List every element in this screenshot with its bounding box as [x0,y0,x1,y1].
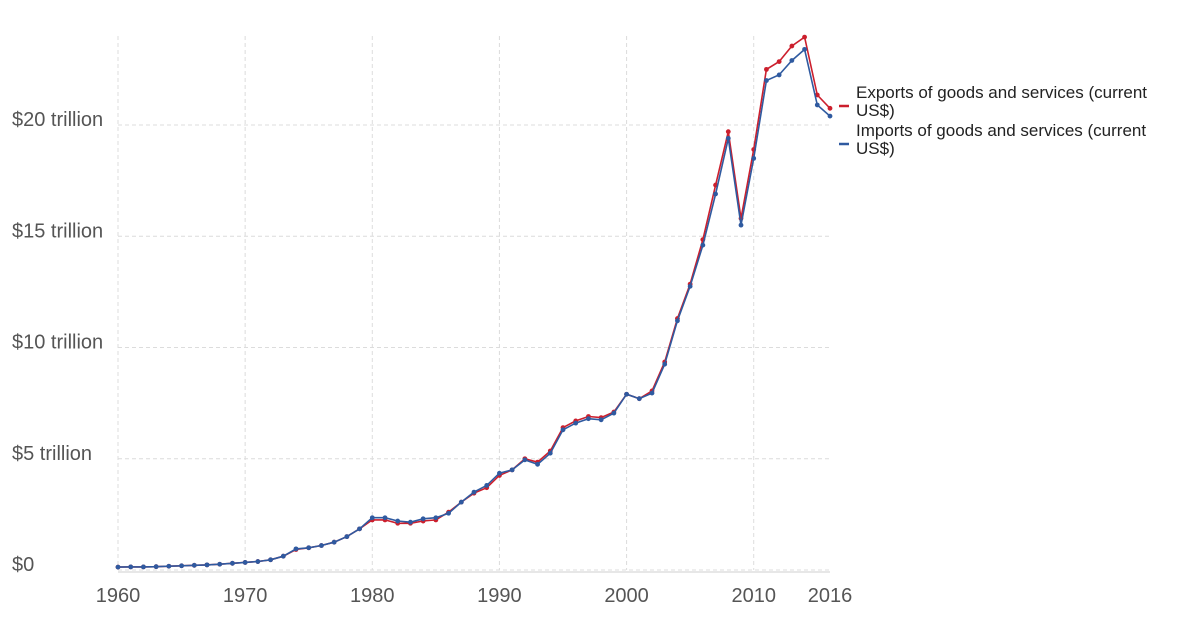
data-point [420,516,426,522]
data-point [649,390,655,396]
data-point [509,467,515,473]
data-point [280,553,286,559]
data-point [319,543,324,548]
data-point [268,557,273,563]
data-point [725,135,731,141]
x-tick-label: 1980 [350,585,395,607]
y-tick-label: $5 trillion [12,443,92,465]
data-point [522,457,528,463]
data-point [611,410,617,416]
data-point [255,559,261,564]
data-point [827,105,833,111]
x-tick-label: 2010 [731,585,776,607]
data-point [814,102,820,108]
series-line-1 [117,47,831,568]
data-point [776,72,782,78]
legend-label: Imports of goods and services (current US… [856,121,1146,158]
y-tick-label: $10 trillion [12,332,103,354]
data-point [764,78,769,83]
data-point [382,515,388,521]
x-tick-label: 2000 [604,585,649,607]
x-tick-label: 1960 [96,585,141,607]
data-point [471,489,477,495]
data-point [497,470,502,476]
grid [117,36,830,571]
data-point [560,427,566,433]
data-point [598,417,604,423]
data-point [408,519,413,525]
data-point [179,563,184,569]
data-point [776,59,782,64]
data-point [242,560,248,565]
data-point [662,361,668,367]
y-tick-label: $15 trillion [12,220,103,242]
data-point [128,564,134,570]
data-point [395,518,401,524]
data-point [484,483,490,488]
data-point [141,564,146,570]
data-point [331,539,337,545]
data-point [293,546,299,552]
data-point [369,515,375,521]
data-point [586,416,591,422]
data-point [433,515,439,521]
data-point [725,129,731,135]
y-tick-label: $0 [12,554,34,576]
data-point [802,46,807,52]
data-point [624,391,629,397]
x-tick-label: 1970 [223,585,268,607]
data-point [357,526,362,532]
data-point [217,561,223,567]
legend-label: Exports of goods and services (current US… [856,83,1147,120]
data-point [458,499,464,505]
data-point [535,461,540,467]
data-point [789,58,795,63]
x-axis: 1960 1970 1980 1990 2000 2010 2016 [96,571,853,607]
series-line-0 [117,35,831,568]
y-axis: $0 $5 trillion $10 trillion $15 trillion $20… [12,109,103,576]
data-point [636,396,642,402]
y-tick-label: $20 trillion [12,109,103,131]
data-point [166,563,172,569]
data-point [191,562,197,568]
data-point [713,191,718,197]
x-tick-label: 1990 [477,585,522,607]
data-point [802,34,807,40]
data-point [547,450,553,456]
data-point [700,242,706,248]
data-point [751,155,757,161]
x-tick-label: 2016 [808,585,853,607]
data-point [344,534,350,540]
data-point [827,113,833,119]
data-point [115,564,121,570]
data-point [675,318,680,324]
legend: Exports of goods and services (current US… [839,83,1147,158]
series [115,34,833,570]
data-point [306,545,312,551]
data-point [230,560,235,566]
data-point [153,564,159,570]
data-point [738,222,744,228]
data-point [204,562,210,568]
data-point [764,66,769,72]
data-point [789,43,795,49]
data-point [573,420,579,426]
data-point [446,510,451,516]
data-point [687,283,693,289]
